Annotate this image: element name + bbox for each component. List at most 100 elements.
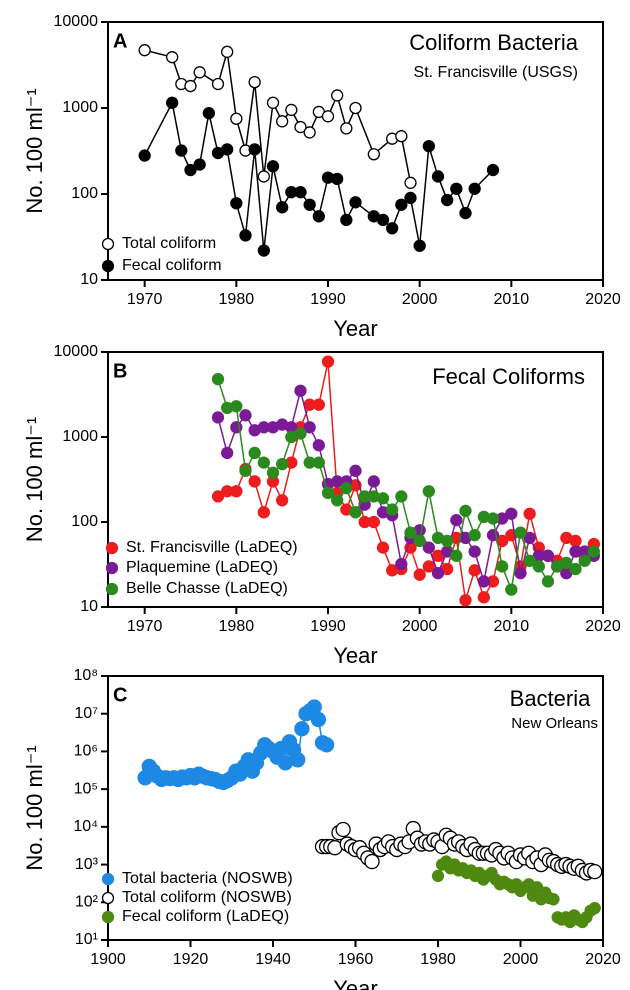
panel-title: Fecal Coliforms	[432, 364, 585, 389]
data-point	[404, 176, 417, 189]
data-point	[221, 446, 234, 460]
legend-marker	[101, 872, 115, 886]
data-point	[441, 534, 454, 548]
data-point	[367, 148, 380, 161]
data-point	[211, 411, 225, 424]
y-axis-label: No. 100 ml⁻¹	[22, 745, 47, 870]
data-point	[459, 504, 472, 518]
y-tick-label: 10³	[75, 856, 99, 873]
data-point	[230, 400, 243, 413]
data-point	[257, 506, 270, 519]
x-tick-label: 2010	[494, 291, 530, 308]
panel-label: B	[113, 360, 127, 382]
legend-marker	[105, 561, 119, 575]
data-point	[294, 120, 307, 134]
data-point	[505, 507, 518, 520]
x-axis-label: Year	[333, 643, 377, 668]
x-axis-label: Year	[333, 976, 377, 990]
data-point	[303, 421, 316, 434]
data-point	[312, 439, 325, 452]
data-point	[349, 506, 362, 519]
y-tick-label: 10⁴	[73, 818, 98, 835]
y-tick-label: 10000	[54, 343, 99, 360]
data-point	[193, 66, 206, 79]
data-point	[367, 515, 380, 529]
data-point	[331, 172, 344, 186]
legend-marker	[105, 582, 119, 596]
data-point	[248, 75, 261, 89]
data-point	[321, 110, 335, 123]
data-point	[303, 126, 316, 139]
y-tick-label: 10¹	[75, 931, 98, 948]
data-point	[266, 466, 280, 479]
data-point	[303, 198, 316, 211]
data-point	[450, 182, 463, 195]
panel-label: A	[113, 30, 127, 52]
data-point	[221, 45, 234, 58]
legend-marker	[101, 259, 115, 273]
data-point	[138, 149, 151, 162]
y-axis-label: No. 100 ml⁻¹	[22, 417, 47, 542]
data-point	[450, 514, 463, 527]
legend-label: Belle Chasse (LaDEQ)	[126, 580, 288, 597]
data-point	[477, 591, 490, 604]
data-point	[184, 79, 197, 93]
data-point	[211, 372, 225, 386]
data-point	[211, 490, 225, 503]
y-tick-label: 100	[71, 185, 98, 202]
data-point	[376, 492, 390, 505]
legend-label: St. Francisville (LaDEQ)	[126, 539, 298, 556]
x-tick-label: 1990	[310, 291, 346, 308]
data-point	[468, 529, 481, 542]
x-tick-label: 2000	[402, 618, 438, 635]
data-point	[532, 560, 545, 573]
y-tick-label: 10000	[54, 13, 99, 30]
data-point	[266, 160, 280, 173]
data-point	[331, 494, 344, 507]
panel-subtitle: St. Francisville (USGS)	[414, 64, 578, 81]
data-point	[312, 398, 325, 411]
data-point	[395, 490, 408, 503]
y-tick-label: 100	[71, 513, 98, 530]
data-point	[340, 482, 353, 495]
y-tick-label: 10⁸	[73, 667, 98, 684]
data-point	[376, 213, 390, 227]
data-point	[477, 575, 490, 588]
data-point	[578, 554, 591, 567]
data-point	[395, 557, 408, 571]
data-point	[496, 560, 509, 573]
data-point	[248, 143, 261, 156]
data-point	[349, 101, 362, 115]
data-point	[364, 853, 380, 870]
data-point	[523, 531, 536, 545]
data-point	[221, 143, 234, 156]
legend-label: Plaquemine (LaDEQ)	[126, 559, 278, 576]
data-point	[321, 486, 335, 500]
data-point	[413, 534, 426, 548]
data-point	[541, 575, 555, 588]
data-point	[321, 355, 335, 368]
data-point	[257, 244, 270, 257]
legend-label: Fecal coliform	[122, 257, 222, 274]
data-point	[285, 103, 298, 117]
data-point	[257, 170, 270, 183]
data-point	[266, 96, 280, 109]
data-point	[331, 89, 344, 102]
data-point	[310, 711, 327, 728]
x-tick-label: 2020	[585, 291, 621, 308]
data-point	[166, 51, 179, 64]
legend-marker	[101, 891, 115, 905]
data-point	[431, 567, 445, 580]
data-point	[277, 755, 294, 771]
y-tick-label: 10	[80, 598, 98, 615]
data-point	[587, 545, 600, 558]
data-point	[340, 213, 353, 227]
data-point	[257, 456, 270, 469]
plot-frame	[107, 351, 604, 608]
data-point	[523, 507, 536, 520]
data-point	[230, 112, 243, 125]
data-point	[312, 210, 325, 223]
data-point	[276, 494, 289, 507]
y-tick-label: 10⁶	[74, 743, 98, 760]
